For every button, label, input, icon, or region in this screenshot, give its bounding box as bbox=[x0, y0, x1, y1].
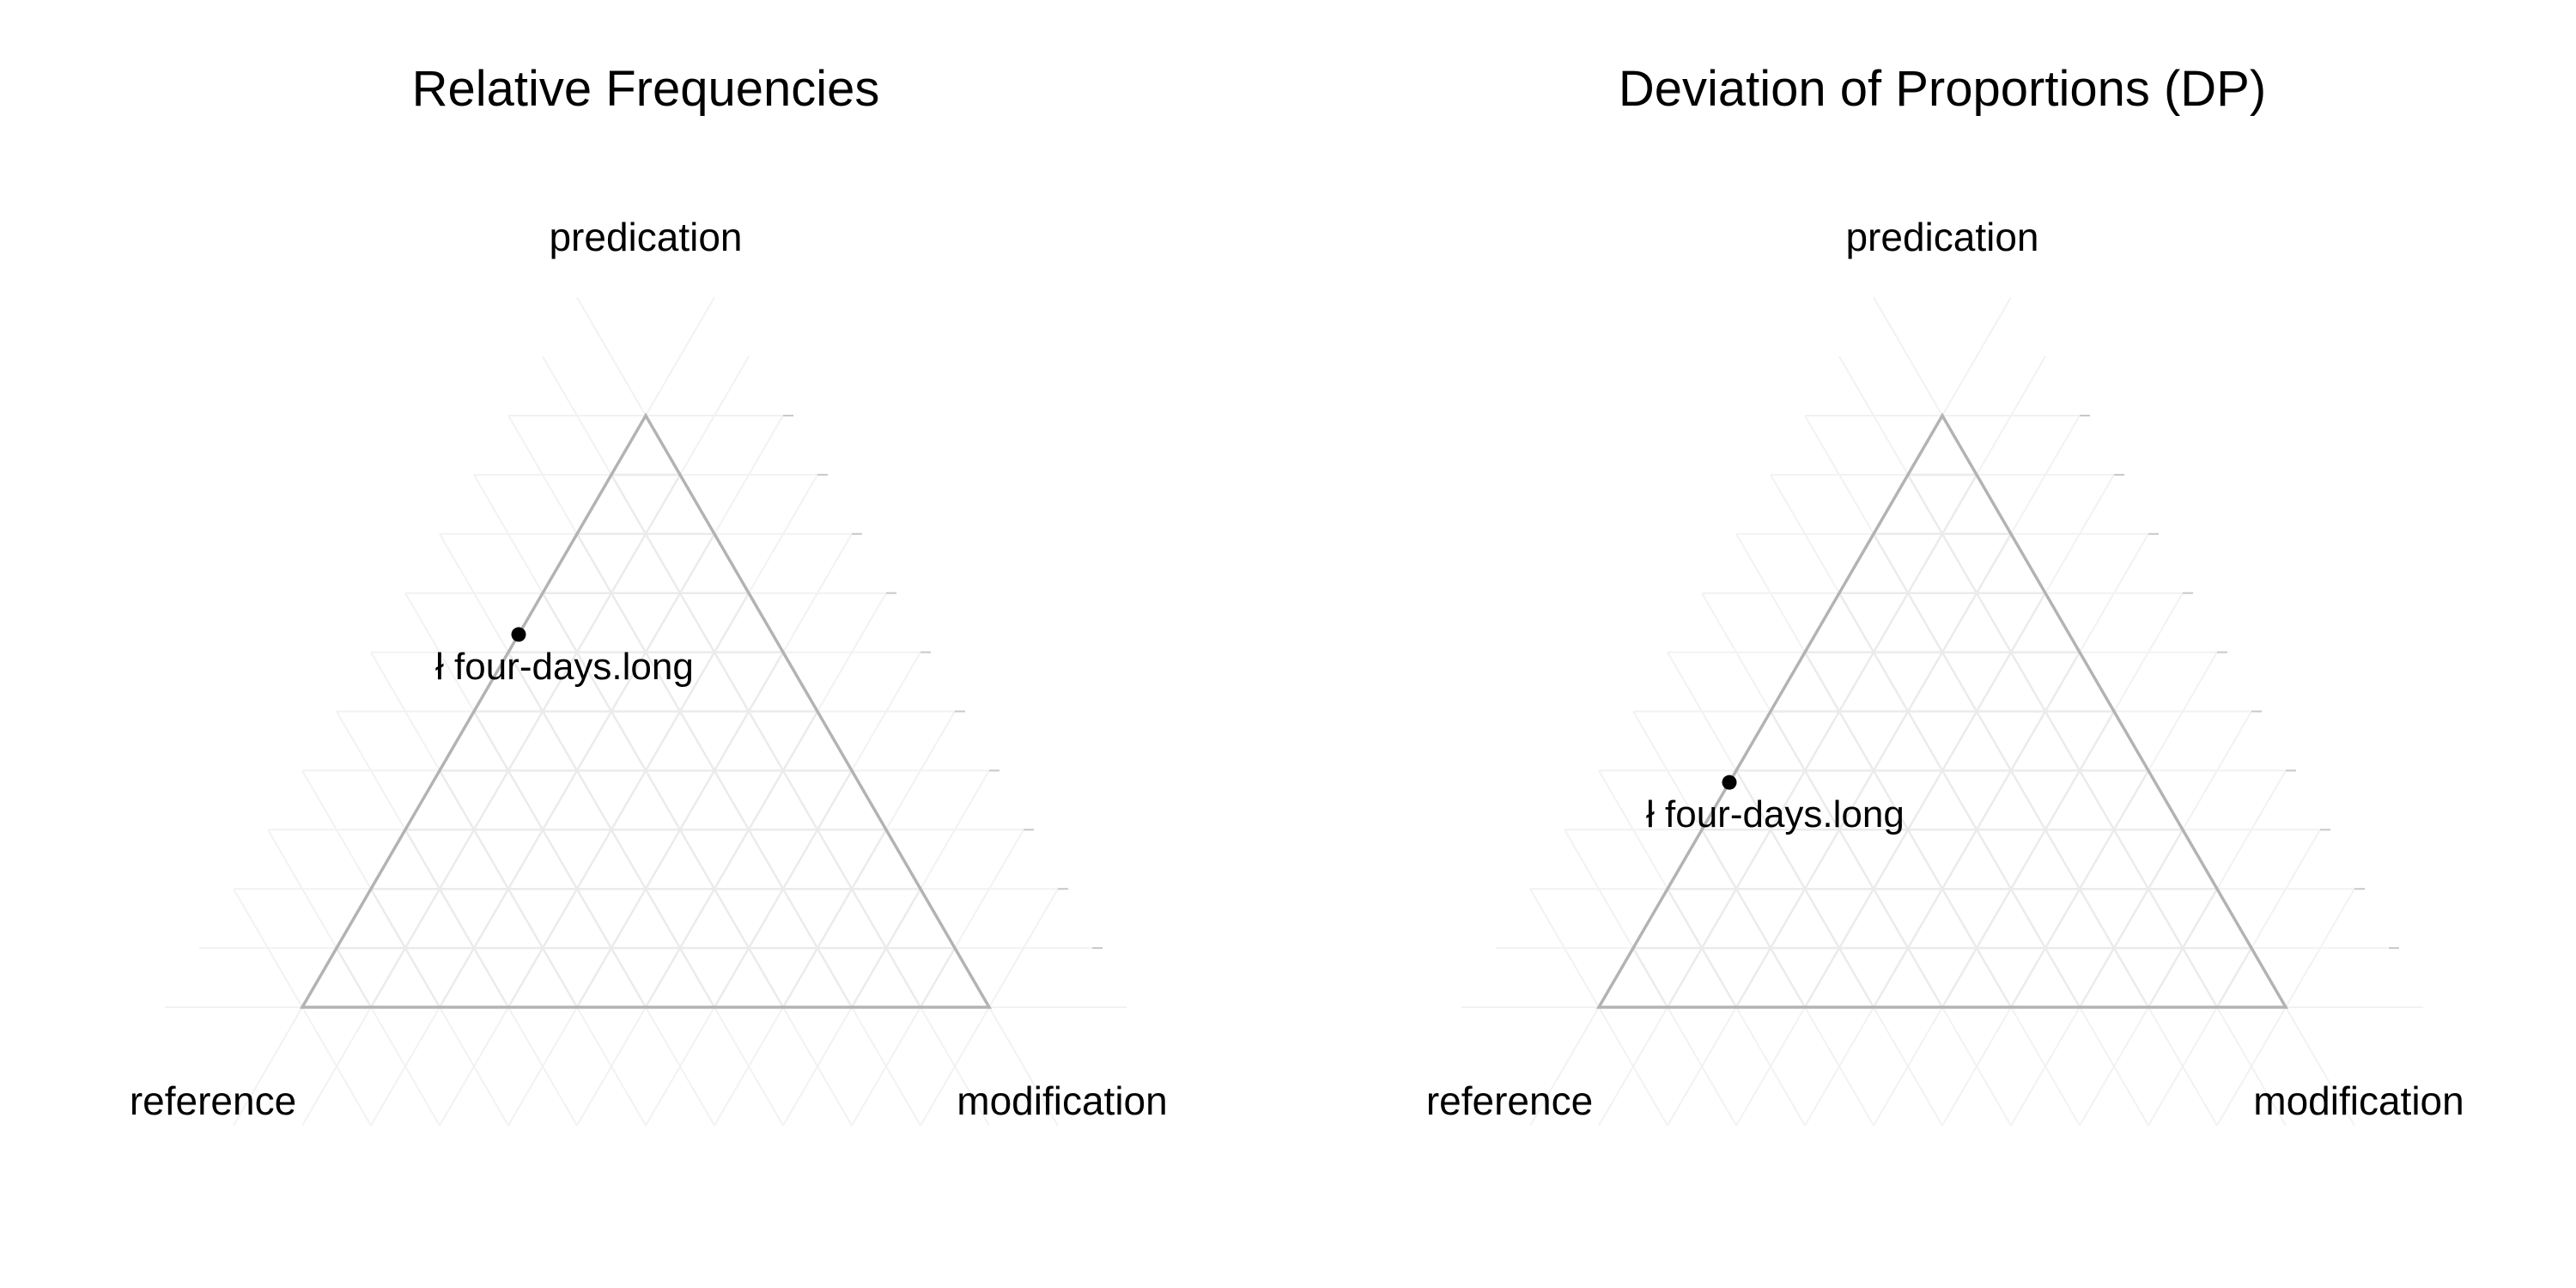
grid-line bbox=[2009, 769, 2150, 1008]
grid-line-outer bbox=[885, 710, 956, 830]
grid-line bbox=[1838, 592, 2081, 1008]
grid-line-outer bbox=[267, 829, 337, 949]
vertex-label-left: reference bbox=[1426, 1078, 1593, 1123]
grid-line-outer bbox=[782, 1006, 853, 1127]
grid-line-outer bbox=[370, 652, 440, 771]
grid-line bbox=[1631, 947, 1669, 1008]
grid-line bbox=[1941, 710, 2116, 1008]
grid-line-outer bbox=[233, 1006, 303, 1127]
grid-line-outer bbox=[1873, 296, 1943, 416]
grid-line bbox=[472, 710, 647, 1008]
grid-line bbox=[404, 829, 510, 1008]
grid-line bbox=[1803, 592, 2047, 1008]
grid-line-outer bbox=[714, 1006, 784, 1127]
grid-line-outer bbox=[1667, 1006, 1737, 1127]
vertex-label-left: reference bbox=[130, 1078, 296, 1123]
grid-line bbox=[713, 769, 854, 1008]
grid-line bbox=[781, 829, 888, 1008]
grid-line-outer bbox=[507, 1006, 578, 1127]
grid-line bbox=[1700, 829, 1807, 1008]
grid-line-outer bbox=[988, 888, 1059, 1008]
grid-line-outer bbox=[920, 769, 990, 890]
grid-line-outer bbox=[301, 769, 372, 890]
grid-line bbox=[541, 592, 785, 1008]
grid-line-outer bbox=[1735, 1006, 1806, 1127]
grid-line-outer bbox=[851, 1006, 921, 1127]
chart-title: Relative Frequencies bbox=[412, 61, 880, 117]
grid-line bbox=[369, 888, 441, 1008]
grid-line bbox=[2147, 888, 2219, 1008]
grid-line-outer bbox=[645, 296, 715, 416]
grid-line-outer bbox=[954, 829, 1024, 949]
vertex-label-right: modification bbox=[2253, 1078, 2464, 1123]
grid-line-outer bbox=[576, 1006, 647, 1127]
panel-deviation-of-proportions: Deviation of Proportions (DP) predicatio… bbox=[1426, 61, 2464, 1127]
grid-line bbox=[369, 474, 682, 1008]
grid-line-outer bbox=[2182, 710, 2252, 830]
panel-relative-frequencies: Relative Frequencies predication referen… bbox=[130, 61, 1168, 1127]
vertex-label-top: predication bbox=[1845, 215, 2038, 259]
grid-line bbox=[610, 474, 922, 1008]
grid-line-outer bbox=[1598, 769, 1668, 890]
grid-line-outer bbox=[370, 1006, 440, 1127]
grid-line-outer bbox=[920, 1006, 990, 1127]
grid-line bbox=[850, 888, 922, 1008]
grid-line-outer bbox=[439, 1006, 509, 1127]
grid-line-outer bbox=[1804, 1006, 1874, 1127]
vertex-label-top: predication bbox=[549, 215, 742, 259]
grid-line-outer bbox=[2148, 652, 2218, 771]
grid-line bbox=[507, 592, 750, 1008]
grid-line bbox=[1666, 888, 1738, 1008]
grid-line bbox=[438, 769, 579, 1008]
grid-line-outer bbox=[2216, 769, 2287, 890]
triangle-border bbox=[299, 412, 993, 1009]
ternary-grid bbox=[1461, 296, 2423, 1127]
grid-line-outer bbox=[851, 652, 921, 771]
grid-line-outer bbox=[1529, 888, 1600, 1008]
grid-line-outer bbox=[576, 296, 647, 416]
data-point bbox=[511, 627, 526, 642]
grid-line-outer bbox=[2285, 1006, 2355, 1127]
grid-line bbox=[2215, 947, 2253, 1008]
grid-line-outer bbox=[301, 1006, 372, 1127]
grid-line-outer bbox=[1941, 1006, 2012, 1127]
data-points: ł four-days.long bbox=[1646, 775, 1905, 835]
grid-line bbox=[644, 710, 819, 1008]
chart-title: Deviation of Proportions (DP) bbox=[1619, 61, 2266, 117]
grid-line-outer bbox=[1667, 652, 1737, 771]
grid-line-outer bbox=[2251, 829, 2321, 949]
grid-line bbox=[335, 947, 373, 1008]
grid-line-outer bbox=[1632, 710, 1703, 830]
data-points: ł four-days.long bbox=[435, 627, 694, 688]
ternary-grid bbox=[165, 296, 1127, 1127]
grid-line-outer bbox=[1529, 1006, 1600, 1127]
grid-line-outer bbox=[1564, 829, 1634, 949]
grid-line bbox=[919, 947, 957, 1008]
data-point-label: ł four-days.long bbox=[435, 646, 694, 688]
grid-line bbox=[2078, 829, 2184, 1008]
grid-line-outer bbox=[2148, 1006, 2218, 1127]
grid-line bbox=[1906, 474, 2219, 1008]
data-point bbox=[1722, 775, 1737, 790]
grid-line-outer bbox=[1598, 1006, 1668, 1127]
grid-line bbox=[1666, 474, 1978, 1008]
vertex-label-right: modification bbox=[957, 1078, 1167, 1123]
triangle-border bbox=[1595, 412, 2289, 1009]
grid-line-outer bbox=[2079, 1006, 2149, 1127]
grid-line bbox=[1769, 710, 1944, 1008]
data-point-label: ł four-days.long bbox=[1646, 793, 1905, 835]
grid-line-outer bbox=[1941, 296, 2012, 416]
grid-line-outer bbox=[1873, 1006, 1943, 1127]
grid-line-outer bbox=[233, 888, 303, 1008]
grid-line bbox=[1735, 769, 1875, 1008]
grid-line-outer bbox=[2285, 888, 2355, 1008]
grid-line-outer bbox=[2216, 1006, 2287, 1127]
grid-line-outer bbox=[988, 1006, 1059, 1127]
grid-line-outer bbox=[2010, 1006, 2081, 1127]
grid-line-outer bbox=[336, 710, 406, 830]
grid-line-outer bbox=[645, 1006, 715, 1127]
